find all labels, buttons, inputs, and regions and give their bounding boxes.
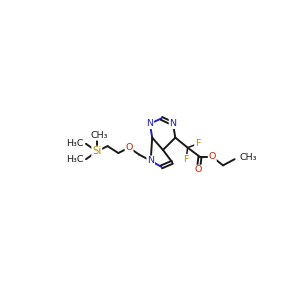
Text: N: N	[169, 119, 176, 128]
Text: Si: Si	[92, 146, 101, 157]
Text: H₃C: H₃C	[66, 139, 84, 148]
Text: O: O	[195, 166, 202, 175]
Text: F: F	[195, 139, 200, 148]
Text: N: N	[147, 156, 154, 165]
Text: O: O	[125, 143, 133, 152]
Text: CH₃: CH₃	[90, 131, 108, 140]
Text: H₃C: H₃C	[66, 155, 84, 164]
Text: CH₃: CH₃	[240, 153, 257, 162]
Text: N: N	[146, 119, 153, 128]
Text: F: F	[183, 155, 189, 164]
Text: O: O	[208, 152, 216, 161]
